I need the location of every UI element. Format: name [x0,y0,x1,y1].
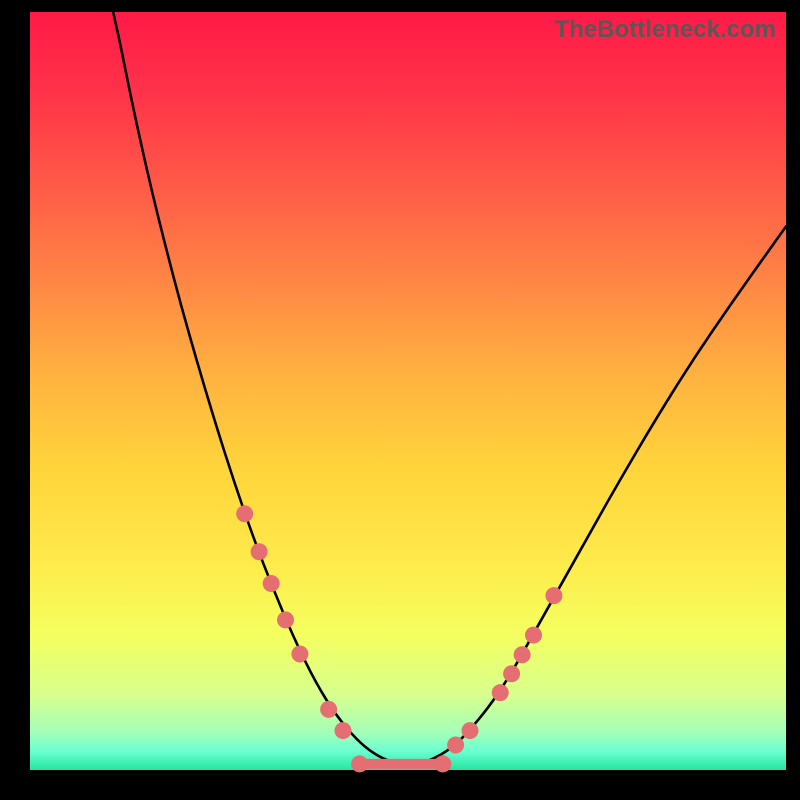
curve-dot-right [503,665,520,682]
curve-dot-left [236,505,253,522]
curve-dot-right [545,587,562,604]
curve-dot-right [525,627,542,644]
curve-dot-right [461,722,478,739]
bottleneck-chart [0,0,800,800]
valley-end-dot [434,755,451,772]
valley-end-dot [351,755,368,772]
curve-dot-right [447,736,464,753]
curve-dot-right [492,684,509,701]
curve-dot-right [514,646,531,663]
curve-dot-left [291,646,308,663]
chart-root: TheBottleneck.com [0,0,800,800]
curve-dot-left [334,722,351,739]
curve-dot-left [277,611,294,628]
curve-dot-left [251,543,268,560]
curve-dot-left [320,701,337,718]
curve-dot-left [263,575,280,592]
